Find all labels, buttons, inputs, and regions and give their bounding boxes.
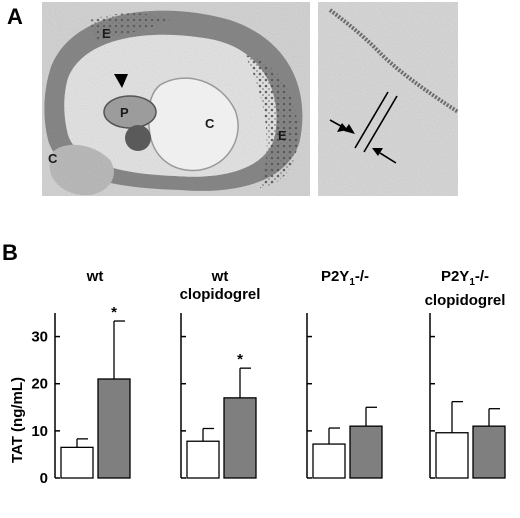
y-tick-label: 10 <box>31 423 48 440</box>
significance-marker: * <box>237 351 243 368</box>
group-label-p2y1-ko: P2Y1-/- <box>320 268 370 288</box>
measure-arrow-right-icon <box>372 148 383 156</box>
y-tick-label: 20 <box>31 376 48 393</box>
y-tick-label: 30 <box>31 329 48 346</box>
significance-marker: * <box>111 304 117 321</box>
label-c-center: C <box>205 116 215 131</box>
group-label-p2y1-ko-clopidogrel: P2Y1-/- clopidogrel <box>424 268 506 309</box>
y-axis-label: TAT (ng/mL) <box>9 377 26 463</box>
bar-gray <box>97 378 131 479</box>
bar-white <box>312 443 346 479</box>
label-p: P <box>120 105 129 120</box>
electron-micrograph: E E P C C <box>42 2 460 196</box>
group-label-wt: wt <box>86 268 104 285</box>
y-tick-label: 0 <box>40 470 48 487</box>
label-e-right: E <box>278 128 287 143</box>
bar-gray <box>349 425 383 479</box>
micrograph-right <box>318 2 460 196</box>
panel-a-letter: A <box>7 4 23 29</box>
bar-white <box>60 446 94 479</box>
bar-white <box>186 440 220 479</box>
bar-white <box>435 432 469 479</box>
group-label-wt-clopidogrel: wt clopidogrel <box>179 268 261 303</box>
panel-b-letter: B <box>2 240 18 265</box>
bar-gray <box>472 425 506 479</box>
label-e-top: E <box>102 26 111 41</box>
label-c-left: C <box>48 151 58 166</box>
arrowhead-icon <box>114 74 128 88</box>
bar-gray <box>223 397 257 479</box>
micrograph-left: E E P C C <box>42 2 310 196</box>
